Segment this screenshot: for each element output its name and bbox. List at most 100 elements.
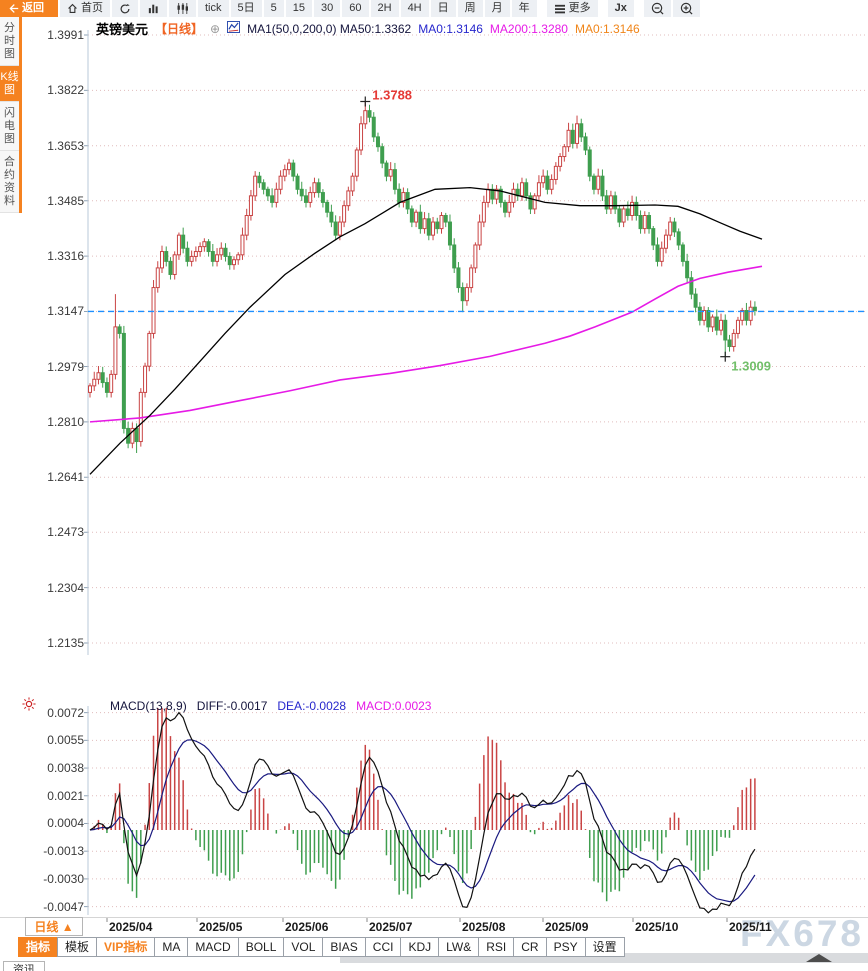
- tab-rsi[interactable]: RSI: [478, 937, 515, 957]
- period-day-button[interactable]: 日: [430, 0, 456, 17]
- mountain-chart-icon: [147, 3, 160, 14]
- chart-type-sidebar: 分时图 K线图 闪电图 合约资料: [0, 17, 22, 213]
- macd-axis-tick: -0.0013: [43, 844, 84, 859]
- tick-chart-button[interactable]: tick: [198, 0, 229, 17]
- zoom-in-button[interactable]: [672, 0, 700, 17]
- period-15-button[interactable]: 15: [285, 0, 312, 17]
- time-axis-label: 2025/09: [545, 920, 589, 934]
- sidebar-item-contract-info[interactable]: 合约资料: [0, 151, 19, 213]
- time-axis-label: 2025/08: [462, 920, 506, 934]
- tab-indicator[interactable]: 指标: [18, 937, 59, 957]
- sidebar-item-time-chart[interactable]: 分时图: [0, 17, 19, 66]
- price-axis-tick: 1.3316: [47, 249, 84, 264]
- back-arrow-icon: [8, 3, 19, 14]
- time-axis-label: 2025/04: [109, 920, 153, 934]
- period-month-button[interactable]: 月: [484, 0, 510, 17]
- five-day-label: 5日: [237, 2, 255, 14]
- tab-cci[interactable]: CCI: [364, 937, 402, 957]
- tab-settings[interactable]: 设置: [584, 937, 625, 957]
- ma200-readout: MA200:1.3280: [489, 21, 568, 36]
- time-axis-label: 2025/07: [369, 920, 413, 934]
- period-selector[interactable]: 日线 ▲: [25, 917, 83, 936]
- candle-chart-icon: [176, 3, 189, 14]
- tab-ma[interactable]: MA: [154, 937, 189, 957]
- macd-axis-tick: 0.0021: [47, 788, 84, 803]
- candle-chart-button[interactable]: [169, 0, 196, 17]
- chart-header: 英镑美元 【日线】 ⊕ MA1(50,0,200,0) MA50:1.3362 …: [96, 19, 640, 38]
- home-button[interactable]: 首页: [60, 0, 110, 17]
- macd-diff-readout: DIFF:-0.0017: [196, 699, 268, 713]
- price-axis-tick: 1.3653: [47, 138, 84, 153]
- price-axis-tick: 1.2979: [47, 359, 84, 374]
- indicator-settings-icon[interactable]: [22, 697, 36, 716]
- price-axis-tick: 1.2304: [47, 580, 84, 595]
- tab-lw[interactable]: LW&: [438, 937, 480, 957]
- period-year-button[interactable]: 年: [511, 0, 537, 17]
- horizontal-scrollbar[interactable]: [340, 953, 868, 963]
- macd-axis-tick: 0.0038: [47, 761, 84, 776]
- period-4h-button[interactable]: 4H: [400, 0, 429, 17]
- price-axis-tick: 1.2135: [47, 636, 84, 650]
- add-indicator-icon[interactable]: ⊕: [210, 21, 221, 36]
- zoom-in-icon: [680, 2, 693, 15]
- svg-text:1.3009: 1.3009: [731, 359, 771, 374]
- price-axis-tick: 1.3991: [47, 28, 84, 42]
- home-icon: [67, 3, 78, 14]
- price-axis-tick: 1.2810: [47, 414, 84, 429]
- period-5-button[interactable]: 5: [263, 0, 284, 17]
- tab-bias[interactable]: BIAS: [322, 937, 366, 957]
- time-axis-label: 2025/05: [199, 920, 243, 934]
- indicator-tabbar: 指标 模板 VIP指标 MA MACD BOLL VOL BIAS CCI KD…: [18, 937, 625, 957]
- zoom-out-icon: [651, 2, 664, 15]
- back-label: 返回: [22, 2, 44, 14]
- interval-tag: 【日线】: [155, 22, 204, 36]
- tab-cr[interactable]: CR: [513, 937, 547, 957]
- period-2h-button[interactable]: 2H: [370, 0, 399, 17]
- formula-button[interactable]: Jx: [607, 0, 634, 17]
- macd-axis-tick: 0.0004: [47, 816, 84, 831]
- price-axis-tick: 1.3147: [47, 304, 84, 319]
- sidebar-item-lightning-chart[interactable]: 闪电图: [0, 102, 19, 151]
- period-30-button[interactable]: 30: [314, 0, 341, 17]
- refresh-icon: [119, 3, 131, 15]
- tab-kdj[interactable]: KDJ: [400, 937, 440, 957]
- zoom-out-button[interactable]: [643, 0, 671, 17]
- sidebar-item-kline-chart[interactable]: K线图: [0, 66, 19, 102]
- more-button[interactable]: 更多: [546, 0, 598, 17]
- back-button[interactable]: 返回: [0, 0, 58, 17]
- price-axis-tick: 1.2641: [47, 470, 84, 485]
- chart-logo-icon: [227, 21, 241, 36]
- five-day-button[interactable]: 5日: [230, 0, 262, 17]
- menu-icon: [554, 4, 566, 14]
- price-axis-tick: 1.3822: [47, 83, 84, 98]
- time-axis-label: 2025/11: [729, 920, 772, 934]
- tab-boll[interactable]: BOLL: [237, 937, 285, 957]
- top-toolbar: 返回 首页 tick 5日 5 15 30 60 2H 4H 日 周 月 年 更…: [0, 0, 868, 17]
- price-axis-tick: 1.3485: [47, 193, 84, 208]
- tab-psy[interactable]: PSY: [545, 937, 586, 957]
- tab-macd[interactable]: MACD: [187, 937, 239, 957]
- tab-template[interactable]: 模板: [57, 937, 98, 957]
- fx678-watermark: FX678: [739, 913, 864, 954]
- refresh-button[interactable]: [112, 0, 138, 17]
- macd-axis-tick: -0.0030: [43, 871, 84, 886]
- tick-label: tick: [205, 2, 222, 14]
- home-label: 首页: [81, 2, 103, 14]
- price-axis-tick: 1.2473: [47, 525, 84, 540]
- period-60-button[interactable]: 60: [342, 0, 369, 17]
- period-week-button[interactable]: 周: [457, 0, 483, 17]
- time-axis-label: 2025/10: [635, 920, 679, 934]
- time-axis-label: 2025/06: [285, 920, 329, 934]
- macd-params: MACD(13,8,9): [110, 699, 187, 713]
- tab-vip-indicator[interactable]: VIP指标: [96, 937, 156, 957]
- tab-vol[interactable]: VOL: [283, 937, 324, 957]
- news-tab[interactable]: 资讯: [3, 961, 45, 971]
- collapse-panel-arrow[interactable]: [806, 954, 832, 962]
- mountain-chart-button[interactable]: [140, 0, 167, 17]
- ma-settings-readout: MA1(50,0,200,0) MA50:1.3362: [247, 21, 412, 36]
- symbol-name: 英镑美元: [96, 22, 149, 37]
- macd-axis-tick: -0.0047: [43, 899, 84, 914]
- macd-dea-readout: DEA:-0.0028: [277, 699, 347, 713]
